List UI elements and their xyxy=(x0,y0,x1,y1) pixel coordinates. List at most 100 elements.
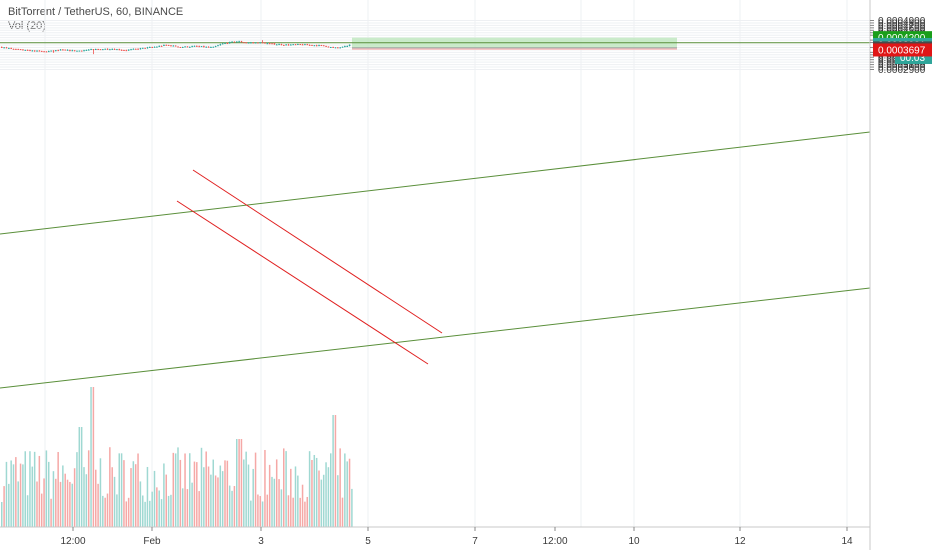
candle-body xyxy=(55,50,57,52)
candle-body xyxy=(172,45,175,47)
volume-bar xyxy=(76,452,78,527)
candle-body xyxy=(259,42,262,44)
candle-body xyxy=(198,46,200,48)
volume-bar xyxy=(130,468,132,527)
candle-body xyxy=(236,41,238,43)
candle-body xyxy=(167,44,170,46)
candle-body xyxy=(221,43,224,45)
volume-bar xyxy=(95,469,97,527)
volume-bar xyxy=(301,484,304,527)
candle-body xyxy=(80,50,83,52)
volume-bar xyxy=(332,415,334,527)
volume-bar xyxy=(322,474,325,527)
candle-body xyxy=(76,50,78,52)
candle-body xyxy=(257,42,259,44)
candle-body xyxy=(348,44,351,47)
candle-body xyxy=(118,49,121,51)
volume-bar xyxy=(59,481,62,527)
volume-bar xyxy=(243,459,245,527)
volume-bar xyxy=(196,462,198,527)
candle-body xyxy=(179,46,182,48)
volume-bar xyxy=(29,451,31,527)
candle-body xyxy=(66,49,69,51)
volume-bar xyxy=(240,439,243,527)
candle-body xyxy=(315,45,318,47)
volume-bar xyxy=(233,486,236,527)
volume-bar xyxy=(348,458,351,527)
candle-body xyxy=(48,51,50,53)
candle-body xyxy=(311,44,313,46)
volume-bar xyxy=(97,483,99,527)
candle-body xyxy=(22,49,24,51)
candle-body xyxy=(186,46,189,48)
volume-bar xyxy=(120,453,123,527)
volume-bar xyxy=(73,468,76,527)
volume-bar xyxy=(186,489,189,527)
candle-body xyxy=(212,46,215,48)
candle-body xyxy=(24,49,27,51)
upper-trend-line xyxy=(0,131,871,235)
time-axis-label: 12 xyxy=(734,536,746,547)
candle-body xyxy=(196,45,198,47)
volume-bar xyxy=(125,501,128,527)
time-axis-label: 12:00 xyxy=(60,536,85,547)
candle-body xyxy=(31,50,34,52)
volume-bar xyxy=(33,451,36,527)
candle-body xyxy=(163,44,165,46)
candle-body xyxy=(83,50,85,52)
volume-bar xyxy=(83,467,85,527)
candle-body xyxy=(304,44,306,46)
price-axis-label: 0.0003000 xyxy=(878,63,926,74)
candle-body xyxy=(322,45,325,47)
descending-channel-lower xyxy=(176,200,429,365)
volume-bar xyxy=(327,467,330,527)
candle-body xyxy=(278,44,280,46)
volume-bar xyxy=(22,464,24,527)
volume-bar xyxy=(221,471,224,527)
volume-bar xyxy=(134,464,137,527)
candle-body xyxy=(334,47,337,49)
volume-bar xyxy=(163,463,165,527)
volume-bar xyxy=(90,387,92,527)
candle-body xyxy=(200,46,203,48)
candle-body xyxy=(313,45,316,47)
volume-bar xyxy=(170,494,172,527)
candle-body xyxy=(40,50,43,52)
candle-body xyxy=(12,48,15,50)
volume-bar xyxy=(36,481,38,527)
volume-bar xyxy=(308,451,311,527)
volume-bar xyxy=(285,451,287,527)
volume-bar xyxy=(38,455,41,527)
candle-body xyxy=(203,46,205,48)
candle-body xyxy=(177,46,179,48)
candle-body xyxy=(271,43,273,45)
volume-bar xyxy=(315,457,318,527)
volume-bar xyxy=(5,461,8,527)
volume-bar xyxy=(341,497,344,527)
volume-bar xyxy=(268,464,271,527)
candle-body xyxy=(8,47,10,49)
candle-body xyxy=(97,49,99,51)
candle-body xyxy=(43,51,45,53)
volume-bar xyxy=(146,466,149,527)
price-axis-label: 0.0004600 xyxy=(878,23,926,34)
candle-body xyxy=(245,42,247,44)
candle-body xyxy=(264,42,266,44)
volume-bar xyxy=(50,498,52,527)
symbol-title[interactable]: BitTorrent / TetherUS, 60, BINANCE xyxy=(8,6,184,18)
volume-bar xyxy=(325,462,327,527)
volume-bar xyxy=(330,453,332,527)
candle-body xyxy=(120,49,123,51)
volume-bar xyxy=(15,457,17,527)
candle-body xyxy=(247,42,250,44)
candle-body xyxy=(306,44,309,46)
volume-bar xyxy=(257,494,259,527)
candle-body xyxy=(102,49,104,51)
candle-body xyxy=(26,49,29,51)
loss-zone xyxy=(352,47,677,50)
time-axis-label: 12:00 xyxy=(542,536,567,547)
time-axis-label: 7 xyxy=(472,536,478,547)
candle-body xyxy=(217,45,219,47)
volume-bar xyxy=(261,501,264,527)
